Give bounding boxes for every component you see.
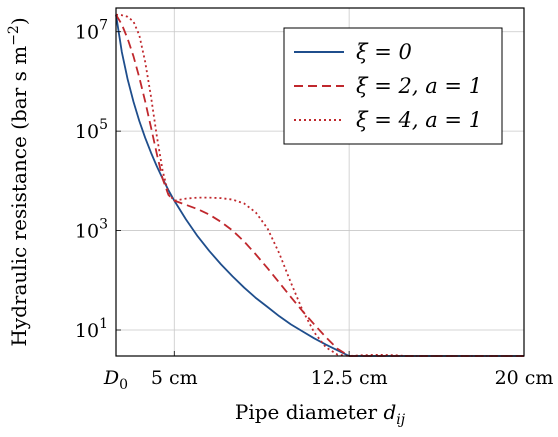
x-tick-label: 5 cm — [151, 367, 198, 389]
legend-entry-3: ξ = 4, a = 1 — [356, 108, 482, 132]
legend: ξ = 0 ξ = 2, a = 1 ξ = 4, a = 1 — [283, 27, 503, 145]
y-axis-label: Hydraulic resistance (bar s m−2) — [6, 17, 31, 346]
y-tick-label: 107 — [75, 18, 108, 44]
x-tick-label: D0 — [103, 367, 128, 393]
tick-marks — [115, 31, 525, 356]
y-tick-labels: 101 103 105 107 — [75, 18, 108, 342]
y-tick-label: 105 — [75, 117, 108, 143]
legend-entry-2: ξ = 2, a = 1 — [356, 74, 482, 98]
x-tick-label: 20 cm — [495, 367, 554, 389]
x-tick-label: 12.5 cm — [311, 367, 388, 389]
y-tick-label: 103 — [75, 217, 108, 243]
plot-frame — [115, 7, 525, 357]
series-line-2 — [115, 14, 524, 357]
legend-box — [283, 27, 503, 145]
x-tick-labels: D0 5 cm 12.5 cm 20 cm — [103, 367, 554, 393]
x-axis-label: Pipe diameter dij — [235, 400, 406, 428]
legend-entry-1: ξ = 0 — [356, 40, 412, 64]
y-tick-label: 101 — [75, 316, 108, 342]
